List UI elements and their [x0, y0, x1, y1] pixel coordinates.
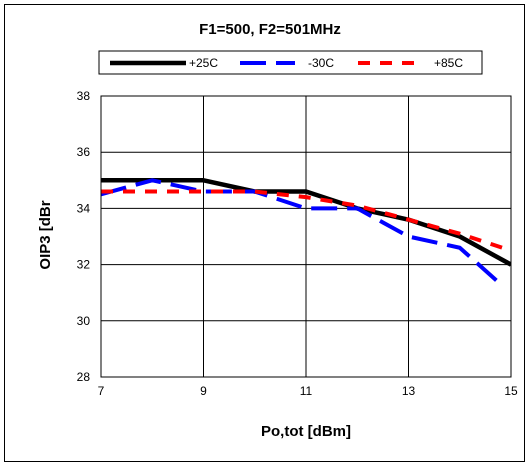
x-tick-label: 9: [200, 384, 207, 398]
y-tick-label: 30: [77, 314, 91, 328]
y-axis-ticks: 28 30 32 34 36 38: [77, 89, 91, 384]
y-tick-label: 32: [77, 258, 91, 272]
y-axis-title: OIP3 [dBr: [37, 200, 54, 269]
y-tick-label: 28: [77, 370, 91, 384]
legend: +25C -30C +85C: [98, 50, 483, 75]
chart-title: F1=500, F2=501MHz: [199, 21, 341, 38]
plot-border: [100, 95, 512, 378]
y-tick-label: 38: [77, 89, 91, 103]
legend-label: +85C: [434, 56, 463, 70]
legend-label: -30C: [308, 56, 334, 70]
x-axis-ticks: 7 9 11 13 15: [98, 384, 518, 398]
y-tick-label: 34: [77, 201, 91, 215]
x-tick-label: 11: [300, 384, 313, 398]
series-line-85c: [101, 189, 511, 253]
x-axis-title: Po,tot [dBm]: [261, 423, 351, 440]
y-tick-label: 36: [77, 145, 91, 159]
x-tick-label: 7: [98, 384, 105, 398]
x-tick-label: 13: [402, 384, 416, 398]
legend-label: +25C: [189, 56, 218, 70]
x-tick-label: 15: [504, 384, 518, 398]
